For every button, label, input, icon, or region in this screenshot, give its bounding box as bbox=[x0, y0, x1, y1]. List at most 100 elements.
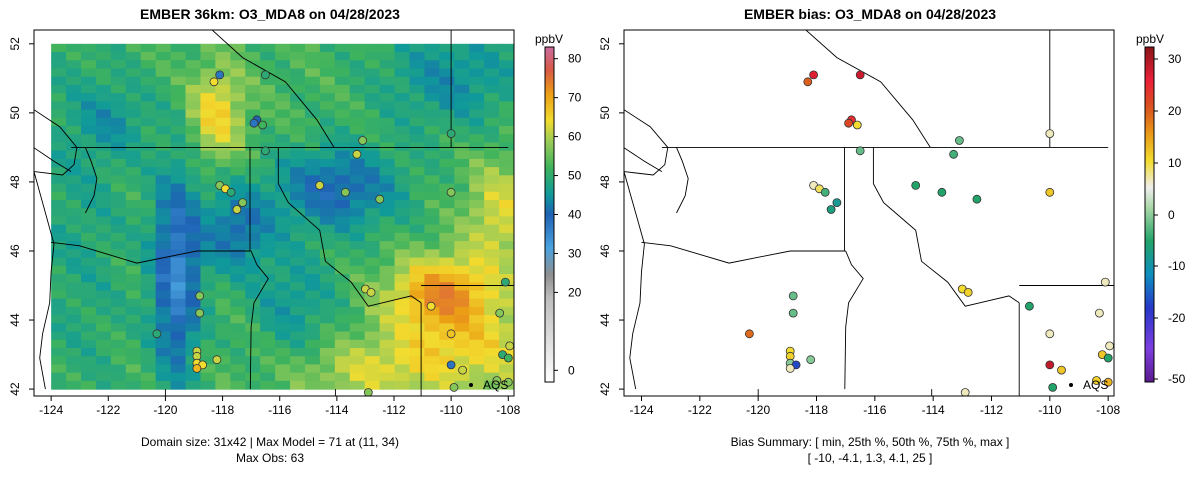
grid-cell bbox=[51, 150, 67, 160]
grid-cell bbox=[215, 331, 231, 341]
grid-cell bbox=[379, 191, 396, 201]
model-o3-grid bbox=[51, 43, 514, 390]
idaho-montana-border bbox=[872, 147, 1020, 307]
grid-cell bbox=[170, 191, 187, 201]
grid-cell bbox=[469, 290, 485, 300]
grid-cell bbox=[155, 183, 172, 193]
grid-cell bbox=[215, 175, 231, 185]
grid-cell bbox=[409, 101, 426, 111]
y-tick-label: 52 bbox=[8, 37, 22, 51]
grid-cell bbox=[275, 84, 291, 94]
grid-cell bbox=[260, 315, 276, 324]
grid-cell bbox=[81, 117, 97, 127]
grid-cell bbox=[81, 282, 97, 292]
grid-cell bbox=[439, 347, 455, 357]
grid-cell bbox=[260, 158, 276, 168]
grid-cell bbox=[304, 158, 321, 168]
grid-cell bbox=[140, 298, 157, 308]
grid-cell bbox=[51, 101, 67, 111]
grid-cell bbox=[95, 183, 112, 193]
grid-cell bbox=[110, 241, 127, 250]
grid-cell bbox=[260, 323, 276, 333]
grid-cell bbox=[319, 126, 336, 135]
grid-cell bbox=[334, 150, 351, 160]
grid-cell bbox=[409, 183, 426, 193]
grid-cell bbox=[290, 339, 306, 349]
grid-cell bbox=[334, 183, 351, 193]
grid-cell bbox=[185, 331, 202, 341]
grid-cell bbox=[245, 347, 261, 357]
grid-cell bbox=[469, 101, 485, 111]
grid-cell bbox=[185, 232, 202, 242]
grid-cell bbox=[319, 364, 336, 374]
grid-cell bbox=[95, 347, 112, 357]
x-tick-label: -108 bbox=[496, 403, 520, 417]
grid-cell bbox=[454, 191, 470, 201]
grid-cell bbox=[200, 76, 216, 86]
grid-cell bbox=[200, 249, 216, 259]
grid-cell bbox=[379, 356, 396, 366]
grid-cell bbox=[454, 84, 470, 94]
grid-cell bbox=[469, 208, 485, 218]
grid-cell bbox=[95, 60, 112, 70]
grid-cell bbox=[484, 298, 500, 308]
grid-cell bbox=[454, 298, 470, 308]
grid-cell bbox=[304, 249, 321, 259]
grid-cell bbox=[110, 43, 127, 53]
grid-cell bbox=[66, 372, 82, 382]
grid-cell bbox=[200, 372, 216, 382]
grid-cell bbox=[170, 265, 187, 275]
grid-cell bbox=[290, 282, 306, 292]
grid-cell bbox=[304, 101, 321, 111]
grid-cell bbox=[140, 339, 157, 349]
grid-cell bbox=[409, 158, 426, 168]
grid-cell bbox=[230, 68, 246, 78]
grid-cell bbox=[245, 356, 261, 366]
grid-cell bbox=[245, 331, 261, 341]
grid-cell bbox=[170, 183, 187, 193]
grid-cell bbox=[51, 372, 67, 382]
grid-cell bbox=[230, 117, 246, 127]
grid-cell bbox=[319, 134, 336, 144]
grid-cell bbox=[200, 167, 216, 176]
grid-cell bbox=[290, 117, 306, 127]
grid-cell bbox=[215, 101, 231, 111]
station-marker bbox=[949, 149, 958, 159]
grid-cell bbox=[290, 274, 306, 283]
grid-cell bbox=[230, 331, 246, 341]
station-marker bbox=[500, 277, 510, 287]
grid-cell bbox=[185, 290, 202, 300]
grid-cell bbox=[155, 60, 172, 70]
grid-cell bbox=[394, 298, 411, 308]
grid-cell bbox=[319, 76, 336, 86]
station-marker bbox=[937, 187, 947, 197]
grid-cell bbox=[499, 331, 514, 341]
grid-cell bbox=[499, 52, 514, 61]
grid-cell bbox=[454, 306, 470, 316]
grid-cell bbox=[454, 175, 470, 185]
grid-cell bbox=[260, 142, 276, 152]
grid-cell bbox=[424, 347, 440, 357]
grid-cell bbox=[290, 249, 306, 259]
grid-cell bbox=[290, 101, 306, 111]
grid-cell bbox=[379, 372, 396, 382]
grid-cell bbox=[66, 232, 82, 242]
grid-cell bbox=[454, 380, 470, 390]
bias-colorbar-unit: ppbV bbox=[1136, 32, 1164, 46]
grid-cell bbox=[81, 134, 97, 144]
colorbar-tick-label: 20 bbox=[1168, 104, 1182, 118]
grid-cell bbox=[409, 257, 426, 267]
grid-cell bbox=[81, 84, 97, 94]
grid-cell bbox=[125, 183, 142, 193]
grid-cell bbox=[484, 52, 500, 61]
grid-cell bbox=[200, 200, 216, 209]
grid-cell bbox=[125, 117, 142, 127]
grid-cell bbox=[81, 274, 97, 283]
grid-cell bbox=[499, 150, 514, 160]
grid-cell bbox=[155, 364, 172, 374]
grid-cell bbox=[66, 364, 82, 374]
grid-cell bbox=[290, 93, 306, 102]
grid-cell bbox=[290, 68, 306, 78]
grid-cell bbox=[319, 52, 336, 61]
grid-cell bbox=[260, 183, 276, 193]
